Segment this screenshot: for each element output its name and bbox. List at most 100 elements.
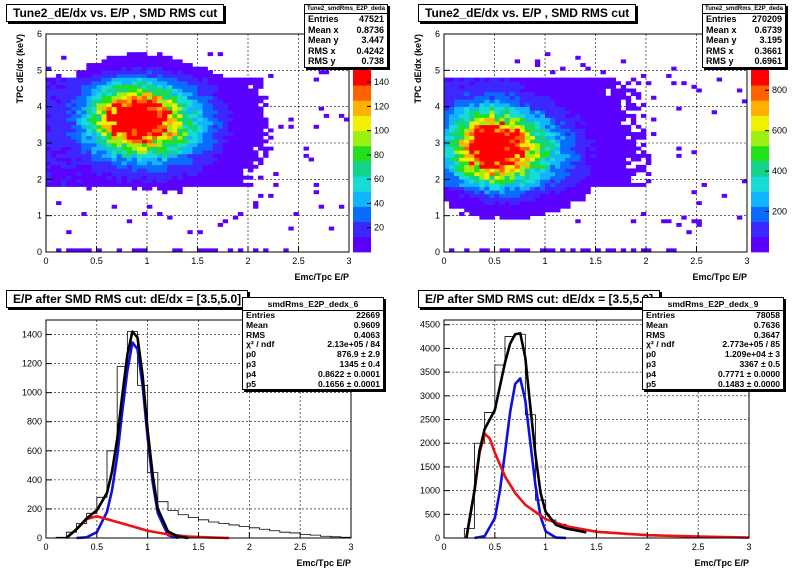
heatmap-cell [187, 146, 193, 151]
stats-row: Mean y 3.447 [305, 35, 387, 46]
heatmap-cell [157, 212, 163, 216]
heatmap-cell [565, 77, 571, 82]
heatmap-cell [207, 150, 213, 155]
heatmap-cell [449, 88, 455, 93]
heatmap-cell [46, 132, 52, 137]
x-tick-label: 1 [144, 256, 149, 266]
heatmap-cell [248, 132, 254, 137]
heatmap-cell [101, 66, 107, 71]
heatmap-cell [550, 92, 556, 97]
heatmap-cell [212, 84, 218, 89]
heatmap-cell [635, 132, 642, 137]
heatmap-cell [56, 73, 62, 78]
fit-curve-blue [474, 377, 567, 540]
heatmap-cell [625, 143, 632, 147]
heatmap-cell [534, 208, 541, 213]
heatmap-cell [464, 139, 470, 144]
heatmap-cell [449, 175, 455, 180]
heatmap-cell [232, 157, 239, 162]
heatmap-cell [152, 124, 158, 129]
heatmap-cell [630, 146, 637, 151]
heatmap-cell [646, 248, 652, 253]
heatmap-cell [46, 113, 52, 118]
heatmap-cell [111, 132, 117, 137]
stats-row: p5 0.1656 ± 0.0001 [243, 379, 383, 390]
heatmap-cell [76, 95, 82, 100]
heatmap-cell [565, 132, 571, 137]
heatmap-cell [519, 193, 526, 198]
heatmap-cell [570, 193, 576, 198]
heatmap-cell [600, 121, 606, 126]
heatmap-cell [192, 84, 198, 89]
heatmap-cell [172, 175, 178, 180]
heatmap-cell [126, 84, 133, 89]
heatmap-cell [474, 168, 480, 173]
heatmap-cell [157, 146, 163, 151]
heatmap-cell [489, 99, 495, 104]
heatmap-cell [96, 135, 102, 140]
heatmap-cell [182, 92, 188, 97]
colorbar-segment [353, 200, 371, 204]
heatmap-cell [484, 215, 490, 220]
heatmap-cell [560, 110, 566, 115]
colorbar-segment [353, 97, 371, 101]
heatmap-cell [187, 95, 193, 100]
heatmap-cell [116, 73, 123, 78]
heatmap-cell [494, 212, 500, 216]
heatmap-cell [494, 193, 500, 198]
heatmap-cell [167, 77, 173, 82]
heatmap-cell [585, 175, 591, 180]
heatmap-cell [454, 164, 460, 169]
y-tick-label: 0 [435, 247, 440, 257]
heatmap-cell [550, 179, 556, 184]
heatmap-cell [101, 175, 107, 180]
heatmap-cell [131, 95, 138, 100]
heatmap-cell [237, 212, 244, 216]
y-tick-label: 600 [27, 446, 42, 456]
heatmap-cell [147, 124, 153, 129]
heatmap-cell [534, 84, 541, 89]
heatmap-cell [449, 121, 455, 126]
x-tick-label: 1.5 [191, 256, 204, 266]
heatmap-cell [565, 139, 571, 144]
heatmap-cell [131, 59, 138, 64]
heatmap-cell [580, 157, 586, 162]
heatmap-cell [212, 103, 218, 107]
heatmap-cell [504, 121, 510, 126]
heatmap-cell [600, 70, 606, 75]
heatmap-cell [519, 124, 526, 129]
heatmap-cell [157, 179, 163, 184]
heatmap-cell [499, 190, 505, 195]
heatmap-cell [106, 164, 112, 169]
heatmap-cell [116, 99, 123, 104]
heatmap-cell [61, 88, 67, 93]
heatmap-cell [529, 175, 536, 180]
heatmap-cell [141, 55, 148, 60]
heatmap-cell [172, 99, 178, 104]
heatmap-cell [126, 73, 133, 78]
heatmap-cell [600, 161, 606, 166]
heatmap-cell [499, 95, 505, 100]
heatmap-cell [136, 172, 143, 176]
heatmap-cell [136, 121, 143, 126]
heatmap-cell [101, 146, 107, 151]
heatmap-cell [605, 121, 611, 126]
colorbar-segment [353, 206, 371, 210]
heatmap-cell [136, 146, 143, 151]
colorbar-tick-label: 600 [772, 126, 787, 136]
heatmap-cell [504, 161, 510, 166]
heatmap-cell [474, 193, 480, 198]
heatmap-cell [91, 117, 97, 122]
heatmap-cell [454, 132, 460, 137]
heatmap-cell [555, 139, 561, 144]
heatmap-cell [167, 132, 173, 137]
heatmap-cell [550, 182, 556, 187]
heatmap-cell [519, 208, 526, 213]
heatmap-cell [116, 128, 123, 133]
heatmap-cell [560, 135, 566, 140]
heatmap-cell [519, 84, 526, 89]
heatmap-cell [268, 128, 274, 133]
heatmap-cell [545, 113, 551, 118]
heatmap-cell [484, 172, 490, 176]
heatmap-cell [555, 81, 561, 86]
